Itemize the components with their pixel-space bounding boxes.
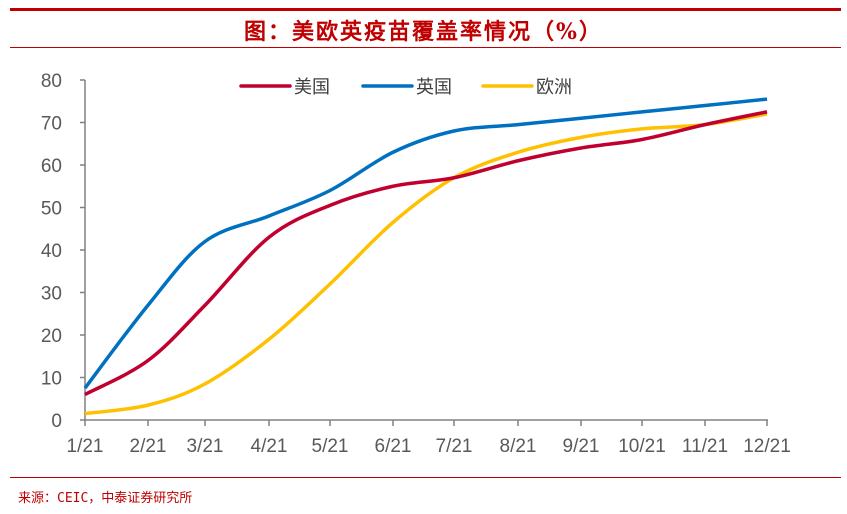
x-tick-label: 10/21: [618, 436, 666, 457]
title-divider: [10, 47, 841, 48]
y-tick-label: 40: [41, 241, 62, 262]
x-tick-label: 4/21: [251, 436, 288, 457]
legend-label-eu: 欧洲: [536, 77, 572, 98]
footer-divider: [10, 477, 841, 478]
x-tick-label: 9/21: [563, 436, 600, 457]
y-tick-label: 0: [51, 411, 62, 432]
legend-label-us: 美国: [294, 77, 330, 98]
x-tick-label: 6/21: [375, 436, 412, 457]
x-tick-label: 3/21: [187, 436, 224, 457]
x-tick-label: 7/21: [436, 436, 473, 457]
legend-item-uk: 英国: [361, 77, 452, 98]
y-axis: 0 10 20 30 40 50 60 70 80: [41, 71, 86, 432]
top-rule: [10, 8, 841, 11]
x-tick-label: 2/21: [130, 436, 167, 457]
y-tick-label: 50: [41, 199, 62, 220]
x-tick-label: 5/21: [312, 436, 349, 457]
x-tick-label: 12/21: [743, 436, 791, 457]
legend-item-us: 美国: [239, 77, 330, 98]
legend: 美国 英国 欧洲: [239, 77, 572, 98]
x-tick-label: 8/21: [500, 436, 537, 457]
series-line-2: [84, 112, 768, 416]
y-tick-label: 20: [41, 326, 62, 347]
x-axis: 1/21 2/21 3/21 4/21 5/21 6/21 7/21 8/21 9/21 10/2…: [67, 419, 791, 457]
chart-title: 图：美欧英疫苗覆盖率情况（%）: [244, 19, 603, 45]
legend-label-uk: 英国: [416, 77, 452, 98]
y-tick-label: 60: [41, 156, 62, 177]
source-note: 来源：CEIC，中泰证券研究所: [18, 491, 193, 506]
x-tick-label: 1/21: [67, 436, 104, 457]
y-tick-label: 10: [41, 369, 62, 390]
x-tick-label: 11/21: [682, 436, 728, 457]
y-tick-label: 80: [41, 71, 62, 92]
y-tick-label: 70: [41, 114, 62, 135]
series-line-0: [84, 110, 768, 397]
series-lines: [83, 97, 768, 416]
legend-item-eu: 欧洲: [481, 77, 572, 98]
series-line-1: [83, 97, 768, 390]
y-tick-label: 30: [41, 284, 62, 305]
